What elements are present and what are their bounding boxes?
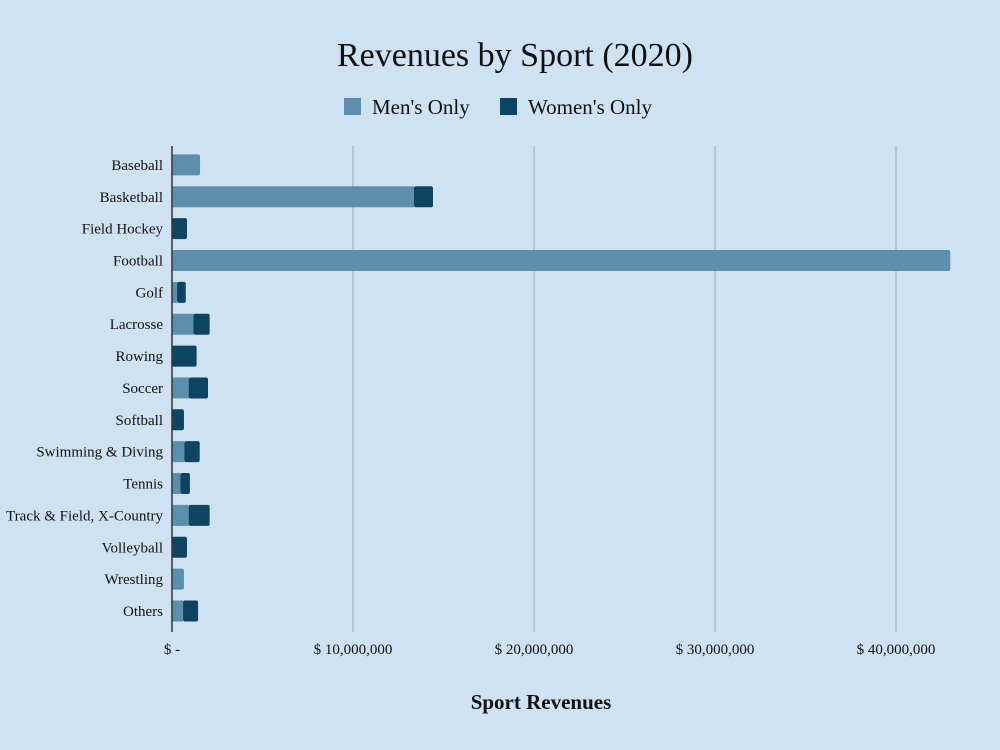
bar-men [172, 568, 184, 590]
x-tick-label: $ - [164, 642, 180, 658]
bar-women [180, 473, 190, 495]
y-tick-label: Wrestling [104, 572, 163, 588]
bar-women [188, 504, 210, 526]
y-tick-label: Tennis [123, 477, 163, 493]
y-tick-label: Swimming & Diving [36, 445, 163, 461]
bar-men [172, 281, 178, 303]
bar-men [172, 186, 414, 208]
bar-men [172, 504, 189, 526]
grid [352, 146, 897, 632]
bar-men [172, 154, 201, 176]
bar-women [193, 313, 210, 335]
y-tick-label: Baseball [111, 158, 163, 174]
x-tick-label: $ 10,000,000 [314, 642, 393, 658]
bar-men [172, 250, 951, 272]
bar-women [188, 377, 209, 399]
bar-men [172, 600, 184, 622]
y-tick-label: Soccer [122, 381, 163, 397]
bar-men [172, 377, 189, 399]
y-tick-label: Lacrosse [110, 317, 164, 333]
y-tick-label: Softball [116, 413, 164, 429]
y-tick-label: Volleyball [102, 540, 163, 556]
legend-label-women: Women's Only [528, 95, 653, 119]
y-tick-label: Rowing [115, 349, 163, 365]
y-tick-label: Track & Field, X-Country [6, 508, 163, 524]
chart-title: Revenues by Sport (2020) [337, 37, 693, 74]
x-axis-labels: $ - $ 10,000,000 $ 20,000,000 $ 30,000,000 $… [164, 642, 936, 658]
bar-women [172, 345, 197, 367]
bar-men [172, 473, 181, 495]
y-tick-label: Golf [136, 285, 164, 301]
x-axis-title: Sport Revenues [471, 690, 612, 714]
x-tick-label: $ 30,000,000 [676, 642, 755, 658]
y-tick-label: Field Hockey [82, 222, 164, 238]
bar-women [172, 409, 184, 431]
legend-label-men: Men's Only [372, 95, 470, 119]
legend-swatch-women [500, 98, 517, 115]
bar-men [172, 313, 194, 335]
y-tick-label: Basketball [100, 190, 163, 206]
bar-men [172, 441, 185, 463]
x-tick-label: $ 40,000,000 [857, 642, 936, 658]
bar-women [183, 600, 199, 622]
bars [172, 154, 951, 622]
bar-women [172, 536, 188, 558]
y-axis-labels: Baseball Basketball Field Hockey Football Go… [6, 158, 163, 620]
bar-women [177, 281, 186, 303]
y-tick-label: Football [113, 254, 163, 270]
bar-women [172, 218, 188, 240]
bar-women [413, 186, 434, 208]
legend-swatch-men [344, 98, 361, 115]
x-tick-label: $ 20,000,000 [495, 642, 574, 658]
bar-women [184, 441, 200, 463]
legend: Men's Only Women's Only [344, 95, 653, 119]
y-tick-label: Others [123, 604, 163, 620]
